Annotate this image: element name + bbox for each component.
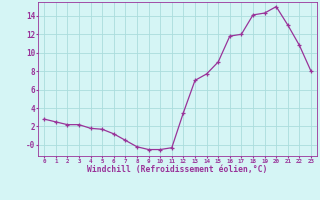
X-axis label: Windchill (Refroidissement éolien,°C): Windchill (Refroidissement éolien,°C) xyxy=(87,165,268,174)
